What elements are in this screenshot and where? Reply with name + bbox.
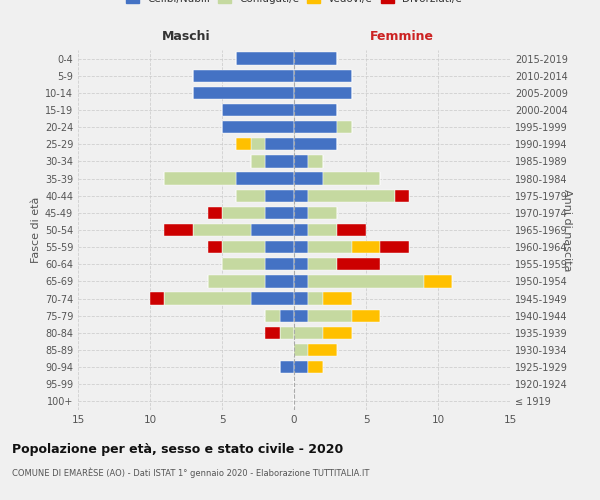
Bar [222, 121, 294, 134]
Bar [352, 241, 380, 254]
Bar [222, 104, 294, 116]
Bar [323, 172, 380, 184]
Bar [308, 190, 395, 202]
Bar [294, 156, 308, 168]
Text: Popolazione per età, sesso e stato civile - 2020: Popolazione per età, sesso e stato civil… [12, 442, 343, 456]
Bar [265, 241, 294, 254]
Bar [222, 206, 265, 219]
Bar [294, 104, 337, 116]
Bar [265, 206, 294, 219]
Bar [308, 344, 337, 356]
Bar [294, 121, 337, 134]
Bar [265, 258, 294, 270]
Bar [294, 138, 337, 150]
Bar [208, 206, 222, 219]
Bar [222, 241, 265, 254]
Bar [352, 310, 380, 322]
Bar [251, 138, 265, 150]
Bar [294, 224, 308, 236]
Bar [208, 276, 265, 287]
Bar [424, 276, 452, 287]
Text: Maschi: Maschi [161, 30, 211, 43]
Text: COMUNE DI EMARÈSE (AO) - Dati ISTAT 1° gennaio 2020 - Elaborazione TUTTITALIA.IT: COMUNE DI EMARÈSE (AO) - Dati ISTAT 1° g… [12, 468, 370, 478]
Bar [308, 224, 337, 236]
Bar [236, 190, 265, 202]
Bar [251, 156, 265, 168]
Legend: Celibi/Nubili, Coniugati/e, Vedovi/e, Divorziati/e: Celibi/Nubili, Coniugati/e, Vedovi/e, Di… [126, 0, 462, 4]
Bar [308, 241, 352, 254]
Bar [294, 258, 308, 270]
Bar [164, 224, 193, 236]
Bar [236, 172, 294, 184]
Bar [294, 276, 308, 287]
Bar [280, 326, 294, 339]
Bar [380, 241, 409, 254]
Bar [265, 156, 294, 168]
Bar [265, 326, 280, 339]
Bar [265, 276, 294, 287]
Bar [337, 224, 366, 236]
Bar [208, 241, 222, 254]
Bar [308, 258, 337, 270]
Bar [193, 70, 294, 82]
Bar [294, 86, 352, 99]
Bar [265, 310, 280, 322]
Bar [308, 156, 323, 168]
Bar [236, 52, 294, 64]
Bar [323, 292, 352, 304]
Bar [294, 326, 323, 339]
Bar [337, 121, 352, 134]
Bar [395, 190, 409, 202]
Bar [236, 138, 251, 150]
Y-axis label: Anni di nascita: Anni di nascita [562, 188, 572, 271]
Bar [337, 258, 380, 270]
Text: Femmine: Femmine [370, 30, 434, 43]
Bar [308, 292, 323, 304]
Bar [294, 172, 323, 184]
Bar [294, 310, 308, 322]
Bar [164, 292, 251, 304]
Bar [294, 361, 308, 374]
Y-axis label: Fasce di età: Fasce di età [31, 197, 41, 263]
Bar [308, 310, 352, 322]
Bar [294, 70, 352, 82]
Bar [265, 190, 294, 202]
Bar [308, 361, 323, 374]
Bar [294, 190, 308, 202]
Bar [280, 361, 294, 374]
Bar [251, 292, 294, 304]
Bar [294, 52, 337, 64]
Bar [251, 224, 294, 236]
Bar [308, 206, 337, 219]
Bar [265, 138, 294, 150]
Bar [150, 292, 164, 304]
Bar [294, 241, 308, 254]
Bar [193, 224, 251, 236]
Bar [323, 326, 352, 339]
Bar [164, 172, 236, 184]
Bar [308, 276, 424, 287]
Bar [294, 344, 308, 356]
Bar [280, 310, 294, 322]
Bar [193, 86, 294, 99]
Bar [294, 206, 308, 219]
Bar [222, 258, 265, 270]
Bar [294, 292, 308, 304]
